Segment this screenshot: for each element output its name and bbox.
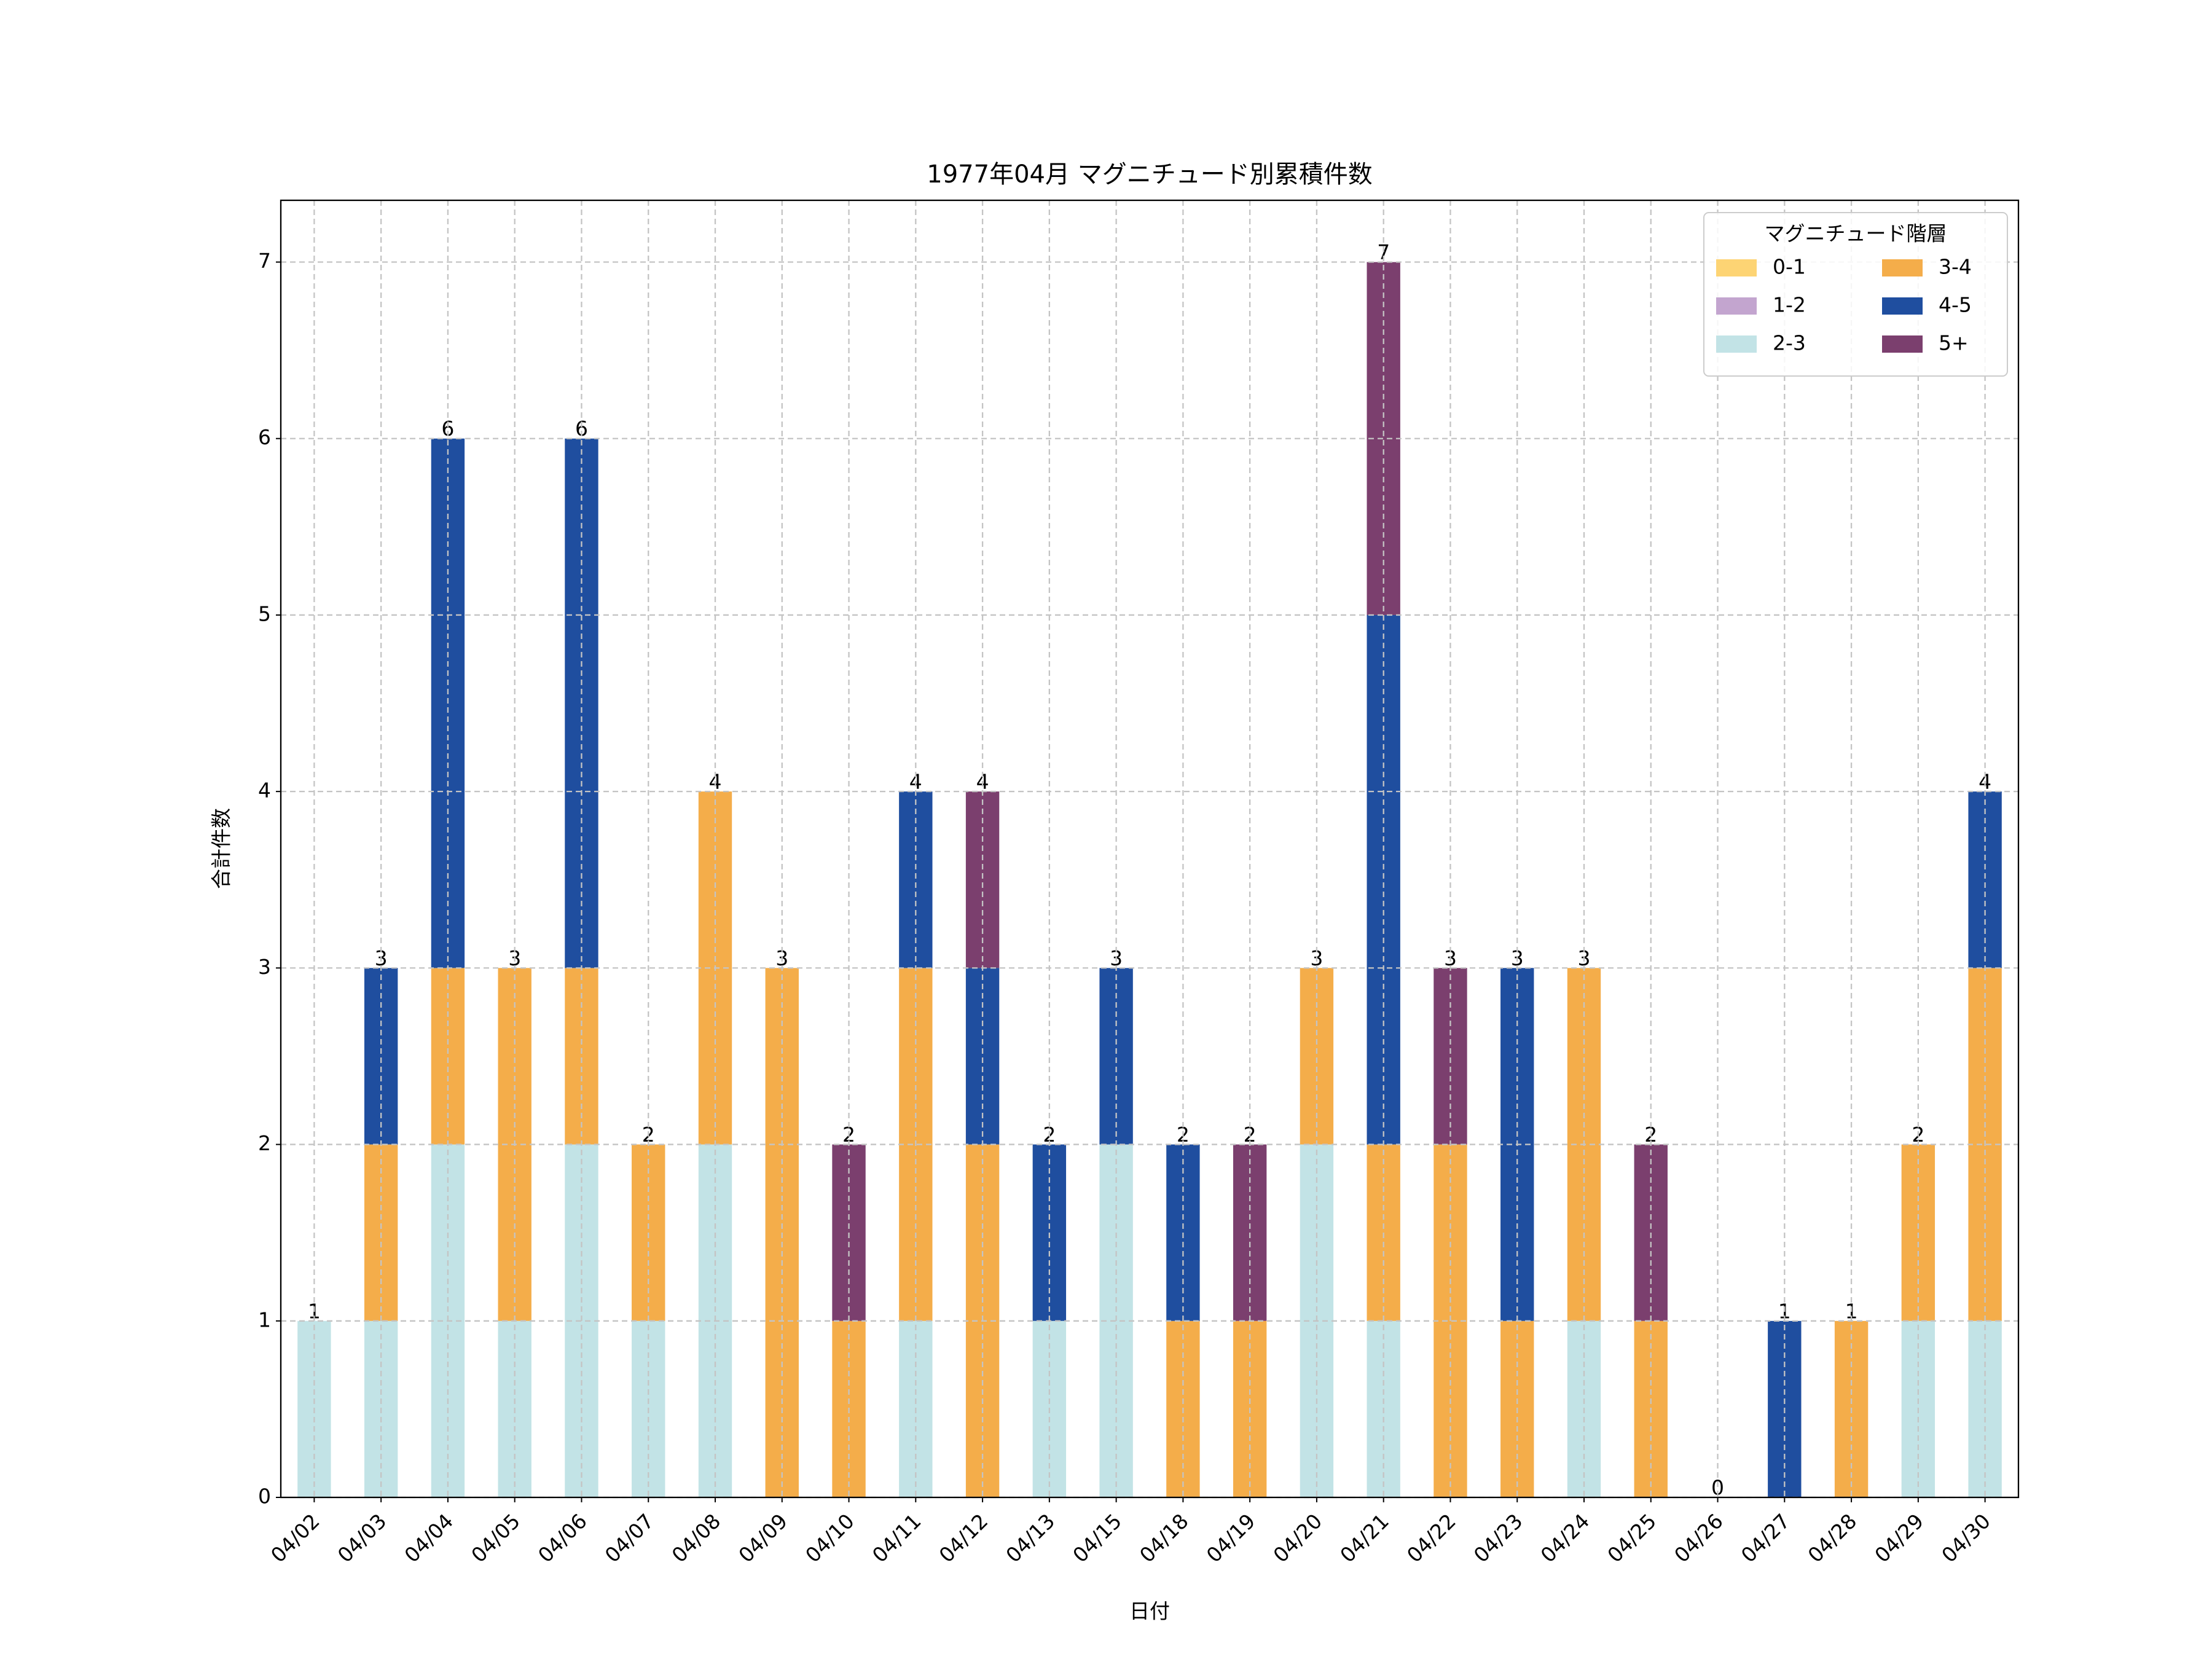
plot-frame: [280, 199, 2020, 1499]
y-tick-label: 7: [258, 249, 271, 273]
y-tick-label: 0: [258, 1484, 271, 1508]
legend: マグニチュード階層 0-1 1-2 2-3 3-4 4-5 5+: [1703, 212, 2008, 377]
legend-label: 2-3: [1773, 331, 1806, 355]
legend-label: 1-2: [1773, 293, 1806, 317]
value-label: 6: [575, 417, 588, 441]
legend-box: [1703, 212, 2008, 377]
legend-swatch: [1882, 259, 1923, 276]
legend-label: 3-4: [1939, 255, 1972, 279]
legend-swatch: [1716, 259, 1757, 276]
legend-swatch: [1716, 335, 1757, 353]
legend-swatch: [1882, 335, 1923, 353]
y-tick-label: 3: [258, 955, 271, 979]
chart-title: 1977年04月 マグニチュード別累積件数: [927, 160, 1372, 189]
legend-label: 5+: [1939, 331, 1969, 355]
y-tick-label: 1: [258, 1308, 271, 1332]
y-tick-label: 2: [258, 1131, 271, 1155]
value-label: 0: [1711, 1476, 1724, 1500]
bar-segment: [1367, 614, 1400, 1145]
y-tick-label: 5: [258, 602, 271, 626]
y-axis-label: 合計件数: [210, 808, 233, 889]
value-label: 7: [1377, 240, 1390, 264]
y-tick-label: 6: [258, 425, 271, 449]
legend-label: 0-1: [1773, 255, 1806, 279]
legend-label: 4-5: [1939, 293, 1972, 317]
value-label: 6: [441, 417, 454, 441]
legend-title: マグニチュード階層: [1765, 222, 1947, 246]
y-tick-label: 4: [258, 779, 271, 802]
x-axis-label: 日付: [1129, 1599, 1170, 1623]
legend-swatch: [1716, 297, 1757, 315]
legend-swatch: [1882, 297, 1923, 315]
